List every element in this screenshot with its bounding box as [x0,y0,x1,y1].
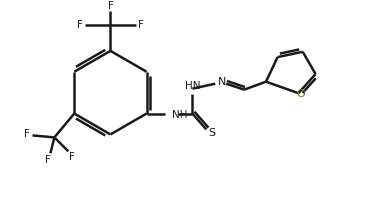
Text: N: N [218,77,227,87]
Text: HN: HN [185,81,200,91]
Text: F: F [108,1,113,11]
Text: F: F [46,155,51,165]
Text: S: S [209,129,216,138]
Text: NH: NH [173,110,188,119]
Text: F: F [138,20,144,30]
Text: F: F [24,129,29,139]
Text: O: O [296,89,305,99]
Text: F: F [69,152,75,162]
Text: F: F [77,20,83,30]
